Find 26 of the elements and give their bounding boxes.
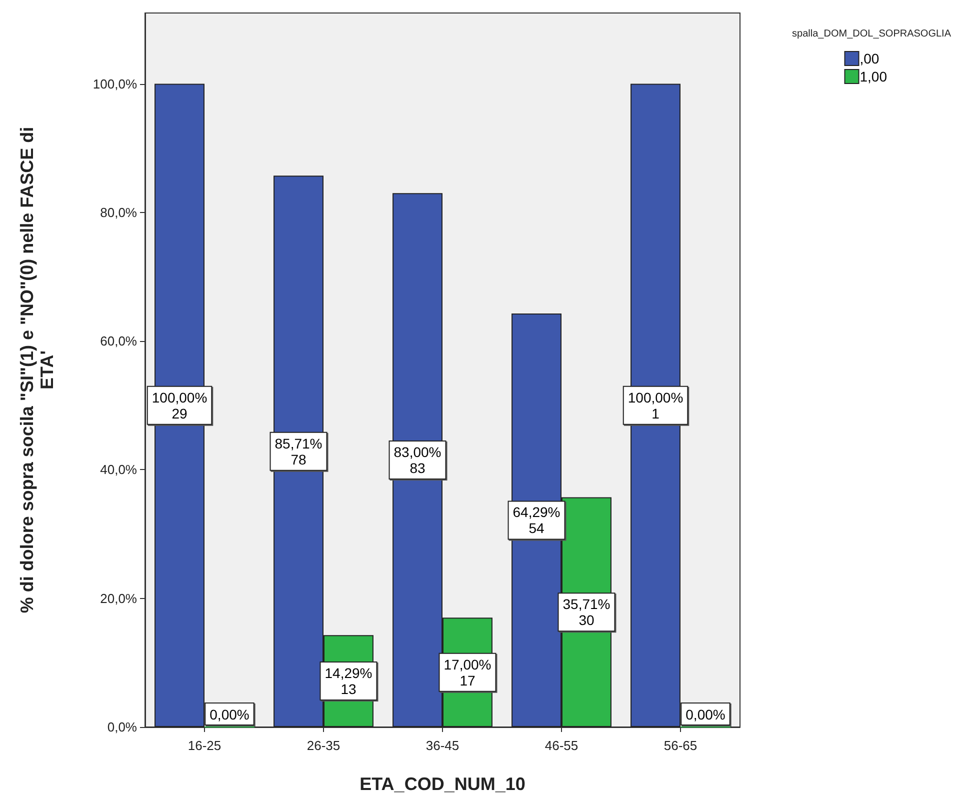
x-tick-label: 26-35 (306, 738, 340, 753)
data-label: 100,00% 29 (152, 389, 208, 422)
legend-label: ,00 (860, 50, 880, 66)
legend-label: 1,00 (860, 68, 888, 84)
data-label: 14,29% 13 (324, 665, 372, 698)
data-label: 83,00% 83 (394, 444, 442, 476)
data-label: 64,29% 54 (512, 504, 560, 536)
x-tick-label: 56-65 (664, 738, 698, 753)
data-label: 35,71% 30 (562, 596, 610, 628)
y-tick-label: 40,0% (100, 462, 138, 478)
y-axis-title: % di dolore sopra socila "SI"(1) e "NO"(0) nelle FASCE di ETA' (17, 126, 57, 614)
y-tick-label: 60,0% (100, 334, 138, 349)
y-tick-label: 80,0% (100, 204, 138, 220)
data-label: 0,00% (686, 706, 726, 722)
x-axis-title: ETA_COD_NUM_10 (360, 774, 526, 794)
x-tick-label: 36-45 (426, 738, 460, 753)
data-label: 0,00% (210, 706, 250, 722)
y-tick-label: 0,0% (107, 720, 138, 734)
x-tick-label: 16-25 (188, 738, 222, 753)
y-tick-label: 20,0% (100, 590, 138, 606)
x-tick-label: 46-55 (544, 738, 578, 753)
y-tick-label: 100,0% (92, 76, 138, 92)
data-label: 17,00% 17 (444, 656, 492, 688)
data-label: 85,71% 78 (274, 435, 322, 468)
legend-title: spalla_DOM_DOL_SOPRASOGLIA (792, 28, 952, 40)
data-label: 100,00% 1 (628, 389, 684, 422)
